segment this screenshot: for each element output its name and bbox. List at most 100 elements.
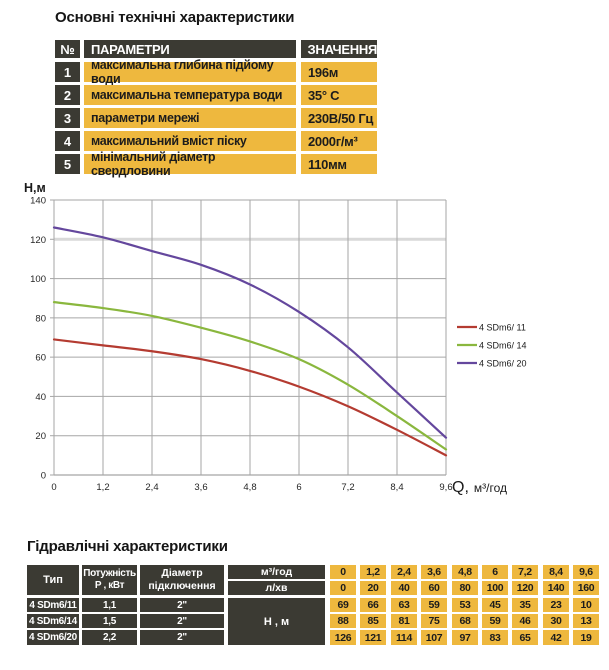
row-value: 110мм <box>301 154 377 174</box>
head-value: 75 <box>421 614 447 628</box>
head-value: 107 <box>421 630 447 645</box>
table-row: 4 максимальний вміст піску 2000г/м³ <box>55 131 377 151</box>
row-param: максимальний вміст піску <box>84 131 296 151</box>
svg-text:140: 140 <box>30 196 46 207</box>
tech-table: № ПАРАМЕТРИ ЗНАЧЕННЯ 1 максимальна глиби… <box>55 40 377 178</box>
pump-curve-chart: 0 20 40 60 80 100 120 140 0 1,2 2,4 3,6 4,8 6 7,2 8,4 9,… <box>0 181 609 497</box>
svg-text:2,4: 2,4 <box>145 482 158 493</box>
head-value: 30 <box>543 614 569 628</box>
head-value: 66 <box>360 598 386 612</box>
chart-curves <box>52 226 448 457</box>
flow-m3-value: 0 <box>330 565 356 579</box>
table-row: 3 параметри мережі 230В/50 Гц <box>55 108 377 128</box>
row-num: 2 <box>55 85 80 105</box>
row-param: мінімальний діаметр свердловини <box>84 150 296 178</box>
head-value: 23 <box>543 598 569 612</box>
head-value: 121 <box>360 630 386 645</box>
flow-m3-value: 2,4 <box>391 565 417 579</box>
head-value: 63 <box>391 598 417 612</box>
row-num: 5 <box>55 154 80 174</box>
row-param: максимальна температура води <box>84 85 296 105</box>
svg-text:20: 20 <box>35 431 46 442</box>
flow-lmin-value: 40 <box>391 581 417 595</box>
pump-power-cell: 1,5 <box>82 614 137 628</box>
pump-type-cell: 4 SDm6/14 <box>27 614 79 628</box>
row-num: 4 <box>55 131 80 151</box>
tech-header-value: ЗНАЧЕННЯ <box>300 40 377 58</box>
x-axis-title: Q, м³/год <box>452 479 507 496</box>
flow-lmin-value: 0 <box>330 581 356 595</box>
hyd-header-power-line2: Р , кВт <box>94 580 125 591</box>
head-value: 10 <box>573 598 599 612</box>
svg-text:0: 0 <box>41 471 46 482</box>
flow-lmin-value: 140 <box>543 581 569 595</box>
row-value: 196м <box>301 62 377 82</box>
curve-4-SDm6-14 <box>52 301 448 451</box>
hydraulic-table: Тип Потужність Р , кВт Діаметр підключен… <box>27 565 602 646</box>
row-num: 1 <box>55 62 80 82</box>
svg-text:80: 80 <box>35 313 46 324</box>
hyd-header-flow-lmin: л/хв <box>228 581 325 595</box>
head-value: 59 <box>421 598 447 612</box>
tech-header-param: ПАРАМЕТРИ <box>83 40 296 58</box>
head-value: 35 <box>512 598 538 612</box>
head-value: 46 <box>512 614 538 628</box>
head-value: 42 <box>543 630 569 645</box>
svg-text:6: 6 <box>296 482 301 493</box>
head-value: 97 <box>452 630 478 645</box>
pump-type-cell: 4 SDm6/20 <box>27 630 79 645</box>
head-value: 114 <box>391 630 417 645</box>
hyd-header-diameter-line2: підключення <box>148 580 216 592</box>
pump-power-cell: 1,1 <box>82 598 137 612</box>
svg-text:120: 120 <box>30 235 46 246</box>
flow-lmin-value: 100 <box>482 581 508 595</box>
table-row: 5 мінімальний діаметр свердловини 110мм <box>55 150 377 178</box>
svg-text:60: 60 <box>35 353 46 364</box>
svg-text:4,8: 4,8 <box>243 482 256 493</box>
flow-lmin-value: 20 <box>360 581 386 595</box>
pump-diameter-cell: 2" <box>140 598 224 612</box>
svg-text:3,6: 3,6 <box>194 482 207 493</box>
svg-text:100: 100 <box>30 274 46 285</box>
svg-text:0: 0 <box>51 482 56 493</box>
pump-diameter-cell: 2" <box>140 630 224 645</box>
flow-m3-value: 4,8 <box>452 565 478 579</box>
legend-label: 4 SDm6/ 11 <box>479 323 526 333</box>
head-value: 45 <box>482 598 508 612</box>
flow-m3-value: 8,4 <box>543 565 569 579</box>
svg-text:9,6: 9,6 <box>439 482 452 493</box>
head-value: 53 <box>452 598 478 612</box>
chart-axis-labels: 0 20 40 60 80 100 120 140 0 1,2 2,4 3,6 4,8 6 7,2 8,4 9,… <box>24 181 507 496</box>
hyd-header-type: Тип <box>27 565 79 595</box>
hyd-header-power: Потужність Р , кВт <box>82 565 137 595</box>
flow-lmin-value: 60 <box>421 581 447 595</box>
hydraulic-section-title: Гідравлічні характеристики <box>27 538 228 555</box>
head-value: 83 <box>482 630 508 645</box>
row-num: 3 <box>55 108 80 128</box>
table-row: 1 максимальна глибина підйому води 196м <box>55 58 377 86</box>
curve-4-SDm6-11 <box>52 338 448 457</box>
row-value: 35° С <box>301 85 377 105</box>
flow-m3-value: 9,6 <box>573 565 599 579</box>
flow-lmin-value: 80 <box>452 581 478 595</box>
head-value: 65 <box>512 630 538 645</box>
pump-diameter-cell: 2" <box>140 614 224 628</box>
legend-label: 4 SDm6/ 20 <box>479 359 527 369</box>
pump-curves-svg: 0 20 40 60 80 100 120 140 0 1,2 2,4 3,6 4,8 6 7,2 8,4 9,… <box>24 181 527 496</box>
flow-m3-value: 3,6 <box>421 565 447 579</box>
flow-lmin-value: 120 <box>512 581 538 595</box>
head-value: 68 <box>452 614 478 628</box>
head-value: 19 <box>573 630 599 645</box>
row-value: 230В/50 Гц <box>301 108 377 128</box>
head-value: 81 <box>391 614 417 628</box>
pump-type-cell: 4 SDm6/11 <box>27 598 79 612</box>
head-value: 69 <box>330 598 356 612</box>
hyd-header-diameter-line1: Діаметр <box>161 567 203 580</box>
tech-header-num: № <box>55 40 80 58</box>
table-row: 2 максимальна температура води 35° С <box>55 85 377 105</box>
head-value: 85 <box>360 614 386 628</box>
legend-label: 4 SDm6/ 14 <box>479 341 527 351</box>
hyd-header-head: Н , м <box>228 598 325 645</box>
chart-legend: 4 SDm6/ 11 4 SDm6/ 14 4 SDm6/ 20 <box>457 323 527 369</box>
